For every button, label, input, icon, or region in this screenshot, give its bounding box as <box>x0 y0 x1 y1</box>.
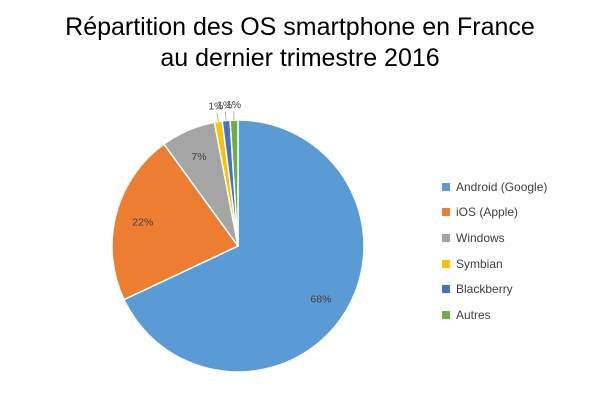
slice-label: 68% <box>310 294 331 306</box>
pie-slice-autres <box>229 119 239 247</box>
slice-label: 22% <box>132 217 153 229</box>
legend-item: Blackberry <box>442 276 547 302</box>
legend-swatch <box>442 208 450 217</box>
legend-label: Blackberry <box>456 282 513 297</box>
pie-slice-android-google <box>122 119 365 373</box>
legend-item: iOS (Apple) <box>442 200 547 226</box>
legend-label: Windows <box>456 230 505 245</box>
chart-title-line1: Répartition des OS smartphone en France <box>65 13 535 41</box>
leader-line <box>224 111 227 121</box>
legend-item: Autres <box>442 302 547 328</box>
legend-item: Android (Google) <box>442 174 547 200</box>
slice-label: 1% <box>226 99 241 111</box>
chart-title-line2: au dernier trimestre 2016 <box>160 44 440 72</box>
chart-title: Répartition des OS smartphone en France … <box>0 12 600 74</box>
legend-swatch <box>442 285 450 294</box>
slice-label: 1% <box>208 101 223 113</box>
legend-item: Symbian <box>442 251 547 277</box>
legend-item: Windows <box>442 225 547 251</box>
leader-line <box>216 112 219 122</box>
legend-swatch <box>442 259 450 268</box>
legend-label: iOS (Apple) <box>456 205 519 220</box>
legend: Android (Google) iOS (Apple) Windows Symbia… <box>442 174 547 328</box>
legend-swatch <box>442 310 450 319</box>
pie-slice-ios-apple <box>111 143 240 301</box>
slice-label: 1% <box>217 100 232 112</box>
legend-label: Autres <box>456 307 491 322</box>
slice-label: 7% <box>191 151 206 163</box>
legend-label: Symbian <box>456 256 503 271</box>
legend-label: Android (Google) <box>456 179 548 194</box>
legend-swatch <box>442 182 450 191</box>
legend-swatch <box>442 233 450 242</box>
